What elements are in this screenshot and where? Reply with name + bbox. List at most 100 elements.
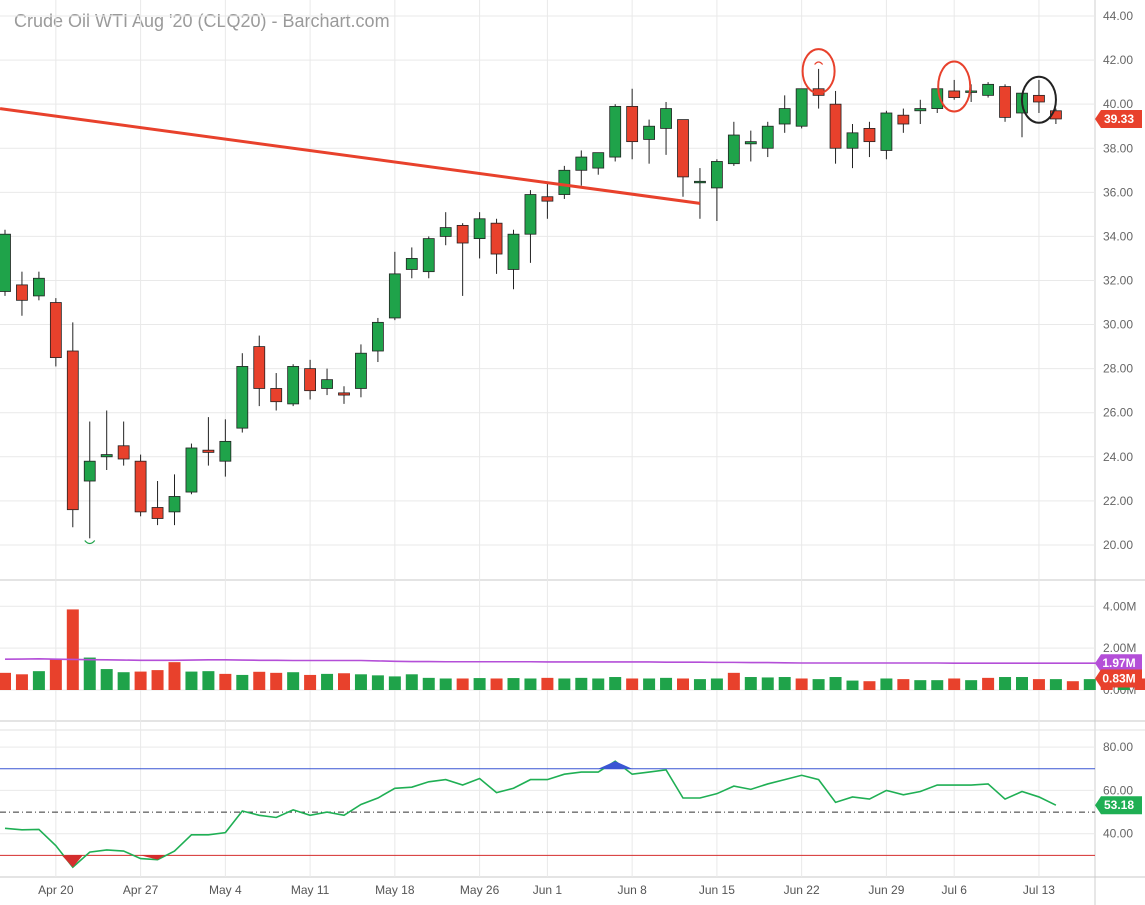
candle-body bbox=[880, 112, 893, 151]
volume-bar bbox=[117, 672, 130, 690]
volume-last-value: 0.83M bbox=[1102, 671, 1135, 685]
candle-body bbox=[388, 273, 401, 319]
volume-bar bbox=[304, 674, 317, 690]
candle-body bbox=[999, 86, 1011, 118]
price-tick-label: 34.00 bbox=[1103, 229, 1133, 243]
volume-bar bbox=[914, 680, 927, 690]
volume-bar bbox=[1016, 677, 1028, 690]
candle-body bbox=[185, 447, 198, 493]
last-price-value: 39.33 bbox=[1104, 112, 1134, 126]
candle-body bbox=[16, 284, 28, 301]
candle bbox=[202, 417, 215, 466]
volume-bar bbox=[236, 674, 249, 690]
candle-body bbox=[66, 350, 79, 511]
volume-bar bbox=[1049, 679, 1062, 690]
volume-bar bbox=[83, 657, 96, 690]
candle-body bbox=[473, 218, 486, 240]
last-price-badge-bg bbox=[1095, 109, 1142, 128]
price-tick-label: 24.00 bbox=[1103, 450, 1133, 464]
trendline bbox=[0, 107, 701, 205]
x-tick-label: Jun 29 bbox=[868, 883, 904, 897]
x-tick-label: Jun 8 bbox=[617, 883, 647, 897]
annotation-circle bbox=[937, 60, 972, 113]
x-tick-label: Apr 20 bbox=[38, 883, 74, 897]
candle bbox=[338, 386, 350, 404]
candle bbox=[49, 298, 62, 367]
volume-bar bbox=[592, 678, 605, 690]
rsi-last-badge: 53.18 bbox=[1095, 796, 1142, 815]
price-tick-label: 40.00 bbox=[1103, 97, 1133, 111]
volume-bar bbox=[897, 679, 910, 690]
price-tick-label: 42.00 bbox=[1103, 53, 1133, 67]
candle-body bbox=[134, 460, 147, 513]
candle bbox=[863, 121, 876, 158]
candle-body bbox=[965, 90, 978, 93]
candle bbox=[304, 359, 317, 400]
volume-bar bbox=[422, 677, 435, 690]
candle bbox=[219, 419, 232, 477]
volume-bar bbox=[0, 672, 11, 690]
candle-body bbox=[626, 105, 639, 143]
candle bbox=[168, 474, 181, 526]
candle bbox=[236, 353, 249, 433]
candle-body bbox=[677, 119, 689, 178]
candle bbox=[660, 101, 672, 155]
candle bbox=[744, 130, 757, 162]
candle bbox=[0, 229, 11, 296]
candle bbox=[829, 90, 842, 164]
candle bbox=[185, 443, 198, 495]
candle bbox=[1050, 108, 1062, 125]
price-tick-label: 44.00 bbox=[1103, 9, 1133, 23]
candle-body bbox=[287, 366, 300, 405]
x-tick-label: Jul 13 bbox=[1023, 883, 1055, 897]
annotation-circle bbox=[801, 48, 836, 95]
candle bbox=[524, 190, 537, 263]
volume-bar bbox=[388, 676, 401, 690]
volume-bar bbox=[253, 671, 266, 690]
candle-body bbox=[643, 125, 655, 140]
candle bbox=[592, 152, 605, 175]
candle bbox=[931, 88, 944, 113]
candle bbox=[643, 119, 655, 164]
candle bbox=[134, 454, 147, 517]
candle bbox=[100, 410, 113, 471]
candle-body bbox=[304, 368, 317, 392]
volume-bar bbox=[202, 671, 215, 690]
volume-bar bbox=[999, 677, 1012, 690]
candle-body bbox=[168, 496, 181, 513]
volume-bar bbox=[49, 658, 62, 690]
volume-bar bbox=[744, 677, 757, 690]
volume-bar bbox=[558, 678, 571, 690]
candle-body bbox=[795, 88, 808, 127]
candle-body bbox=[405, 258, 418, 270]
volume-ma-badge: 1.97M bbox=[1095, 654, 1142, 673]
candle-body bbox=[524, 194, 537, 235]
candle-body bbox=[355, 352, 367, 389]
price-y-axis: 20.00 22.00 24.00 26.00 28.00 30.00 32.00 34.00… bbox=[0, 9, 1133, 552]
candle-body bbox=[575, 156, 588, 171]
volume-bar bbox=[1032, 679, 1045, 690]
candle bbox=[66, 322, 79, 528]
volume-ma-badge-bg bbox=[1095, 654, 1142, 673]
candle-body bbox=[931, 88, 944, 109]
volume-bar bbox=[15, 674, 28, 690]
candle-body bbox=[711, 161, 723, 189]
rsi-tick-label: 40.00 bbox=[1103, 827, 1133, 841]
volume-bar bbox=[270, 672, 283, 690]
candle-body bbox=[439, 227, 452, 237]
candle bbox=[355, 344, 367, 398]
candle-body bbox=[253, 346, 266, 389]
x-axis: Apr 20 Apr 27 May 4 May 11 May 18 May 26 Jun 1… bbox=[38, 0, 1055, 897]
volume-bar bbox=[982, 677, 995, 690]
volume-bar bbox=[677, 678, 689, 690]
x-tick-label: Jul 6 bbox=[942, 883, 968, 897]
candle bbox=[711, 159, 723, 221]
candle bbox=[287, 364, 300, 407]
candle-body bbox=[897, 114, 910, 125]
price-tick-label: 28.00 bbox=[1103, 362, 1133, 376]
candle-body bbox=[151, 507, 164, 519]
volume-bar bbox=[812, 679, 825, 690]
candle-body bbox=[422, 238, 435, 273]
